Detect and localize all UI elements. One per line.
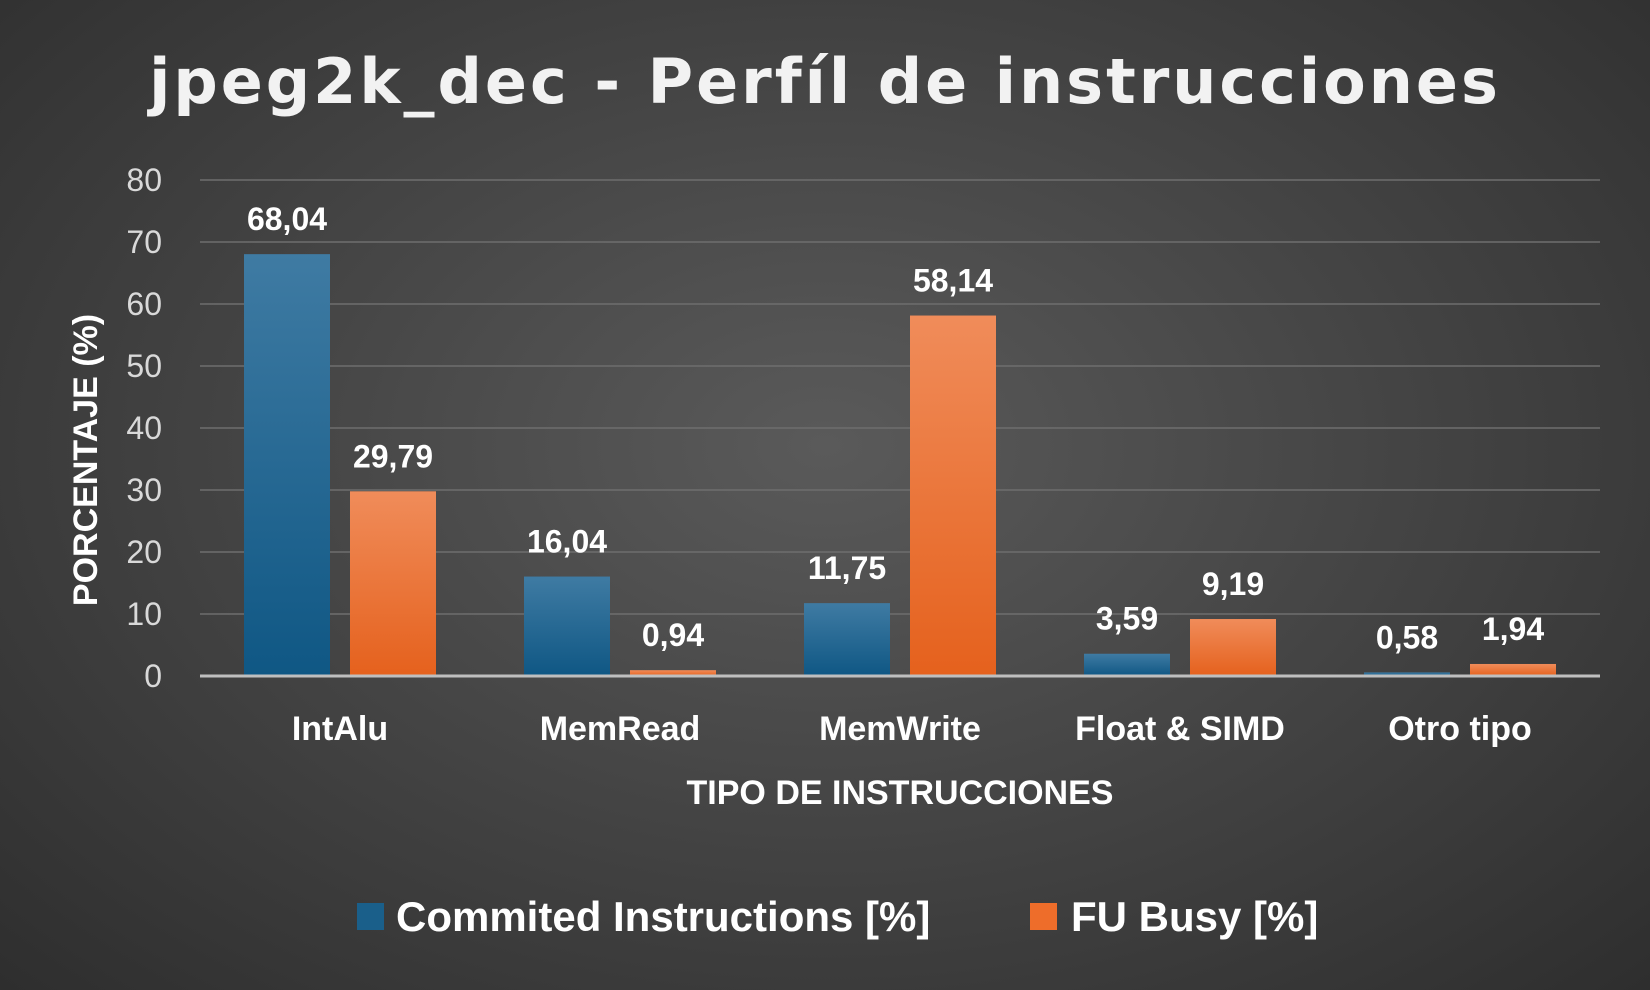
- data-label: 29,79: [353, 438, 433, 474]
- chart-title: jpeg2k_dec - Perfíl de instrucciones: [146, 45, 1501, 118]
- x-category-label: MemWrite: [819, 710, 981, 748]
- data-label: 0,58: [1376, 619, 1438, 655]
- legend-label-committed: Commited Instructions [%]: [396, 893, 930, 940]
- bar-fu-busy: [1190, 619, 1276, 676]
- y-tick-label: 50: [126, 348, 162, 384]
- y-axis-label: PORCENTAJE (%): [67, 314, 105, 606]
- bar-committed: [804, 603, 890, 676]
- x-axis-categories: IntAlu MemRead MemWrite Float & SIMD Otro ti…: [292, 710, 1532, 748]
- data-label: 9,19: [1202, 566, 1264, 602]
- bar-committed: [1364, 672, 1450, 676]
- y-tick-label: 0: [144, 658, 162, 694]
- bar-committed: [524, 576, 610, 676]
- y-tick-label: 40: [126, 410, 162, 446]
- legend: Commited Instructions [%] FU Busy [%]: [357, 893, 1318, 940]
- y-tick-label: 60: [126, 286, 162, 322]
- x-category-label: MemRead: [540, 710, 701, 748]
- data-labels: 68,04 29,79 16,04 0,94 11,75 58,14 3,59 9,19 0,5…: [247, 201, 1544, 655]
- data-label: 3,59: [1096, 601, 1158, 637]
- bars: [244, 254, 1556, 677]
- bar-committed: [244, 254, 330, 677]
- y-tick-label: 20: [126, 534, 162, 570]
- legend-label-fu-busy: FU Busy [%]: [1071, 893, 1318, 940]
- legend-swatch-committed: [357, 903, 384, 930]
- data-label: 0,94: [642, 617, 704, 653]
- y-tick-label: 70: [126, 224, 162, 260]
- x-category-label: IntAlu: [292, 710, 388, 748]
- data-label: 16,04: [527, 524, 607, 560]
- y-axis-ticks: 0 10 20 30 40 50 60 70 80: [126, 162, 162, 694]
- x-category-label: Float & SIMD: [1075, 710, 1285, 748]
- bar-fu-busy: [910, 315, 996, 676]
- x-axis-label: TIPO DE INSTRUCCIONES: [687, 774, 1114, 812]
- x-category-label: Otro tipo: [1388, 710, 1532, 748]
- y-tick-label: 10: [126, 596, 162, 632]
- bar-fu-busy: [350, 491, 436, 676]
- y-tick-label: 30: [126, 472, 162, 508]
- legend-swatch-fu-busy: [1030, 903, 1057, 930]
- bar-fu-busy: [1470, 663, 1556, 676]
- bar-committed: [1084, 653, 1170, 676]
- data-label: 68,04: [247, 201, 327, 237]
- data-label: 1,94: [1482, 611, 1544, 647]
- data-label: 11,75: [808, 550, 886, 586]
- bar-fu-busy: [630, 670, 716, 676]
- y-tick-label: 80: [126, 162, 162, 198]
- data-label: 58,14: [913, 263, 993, 299]
